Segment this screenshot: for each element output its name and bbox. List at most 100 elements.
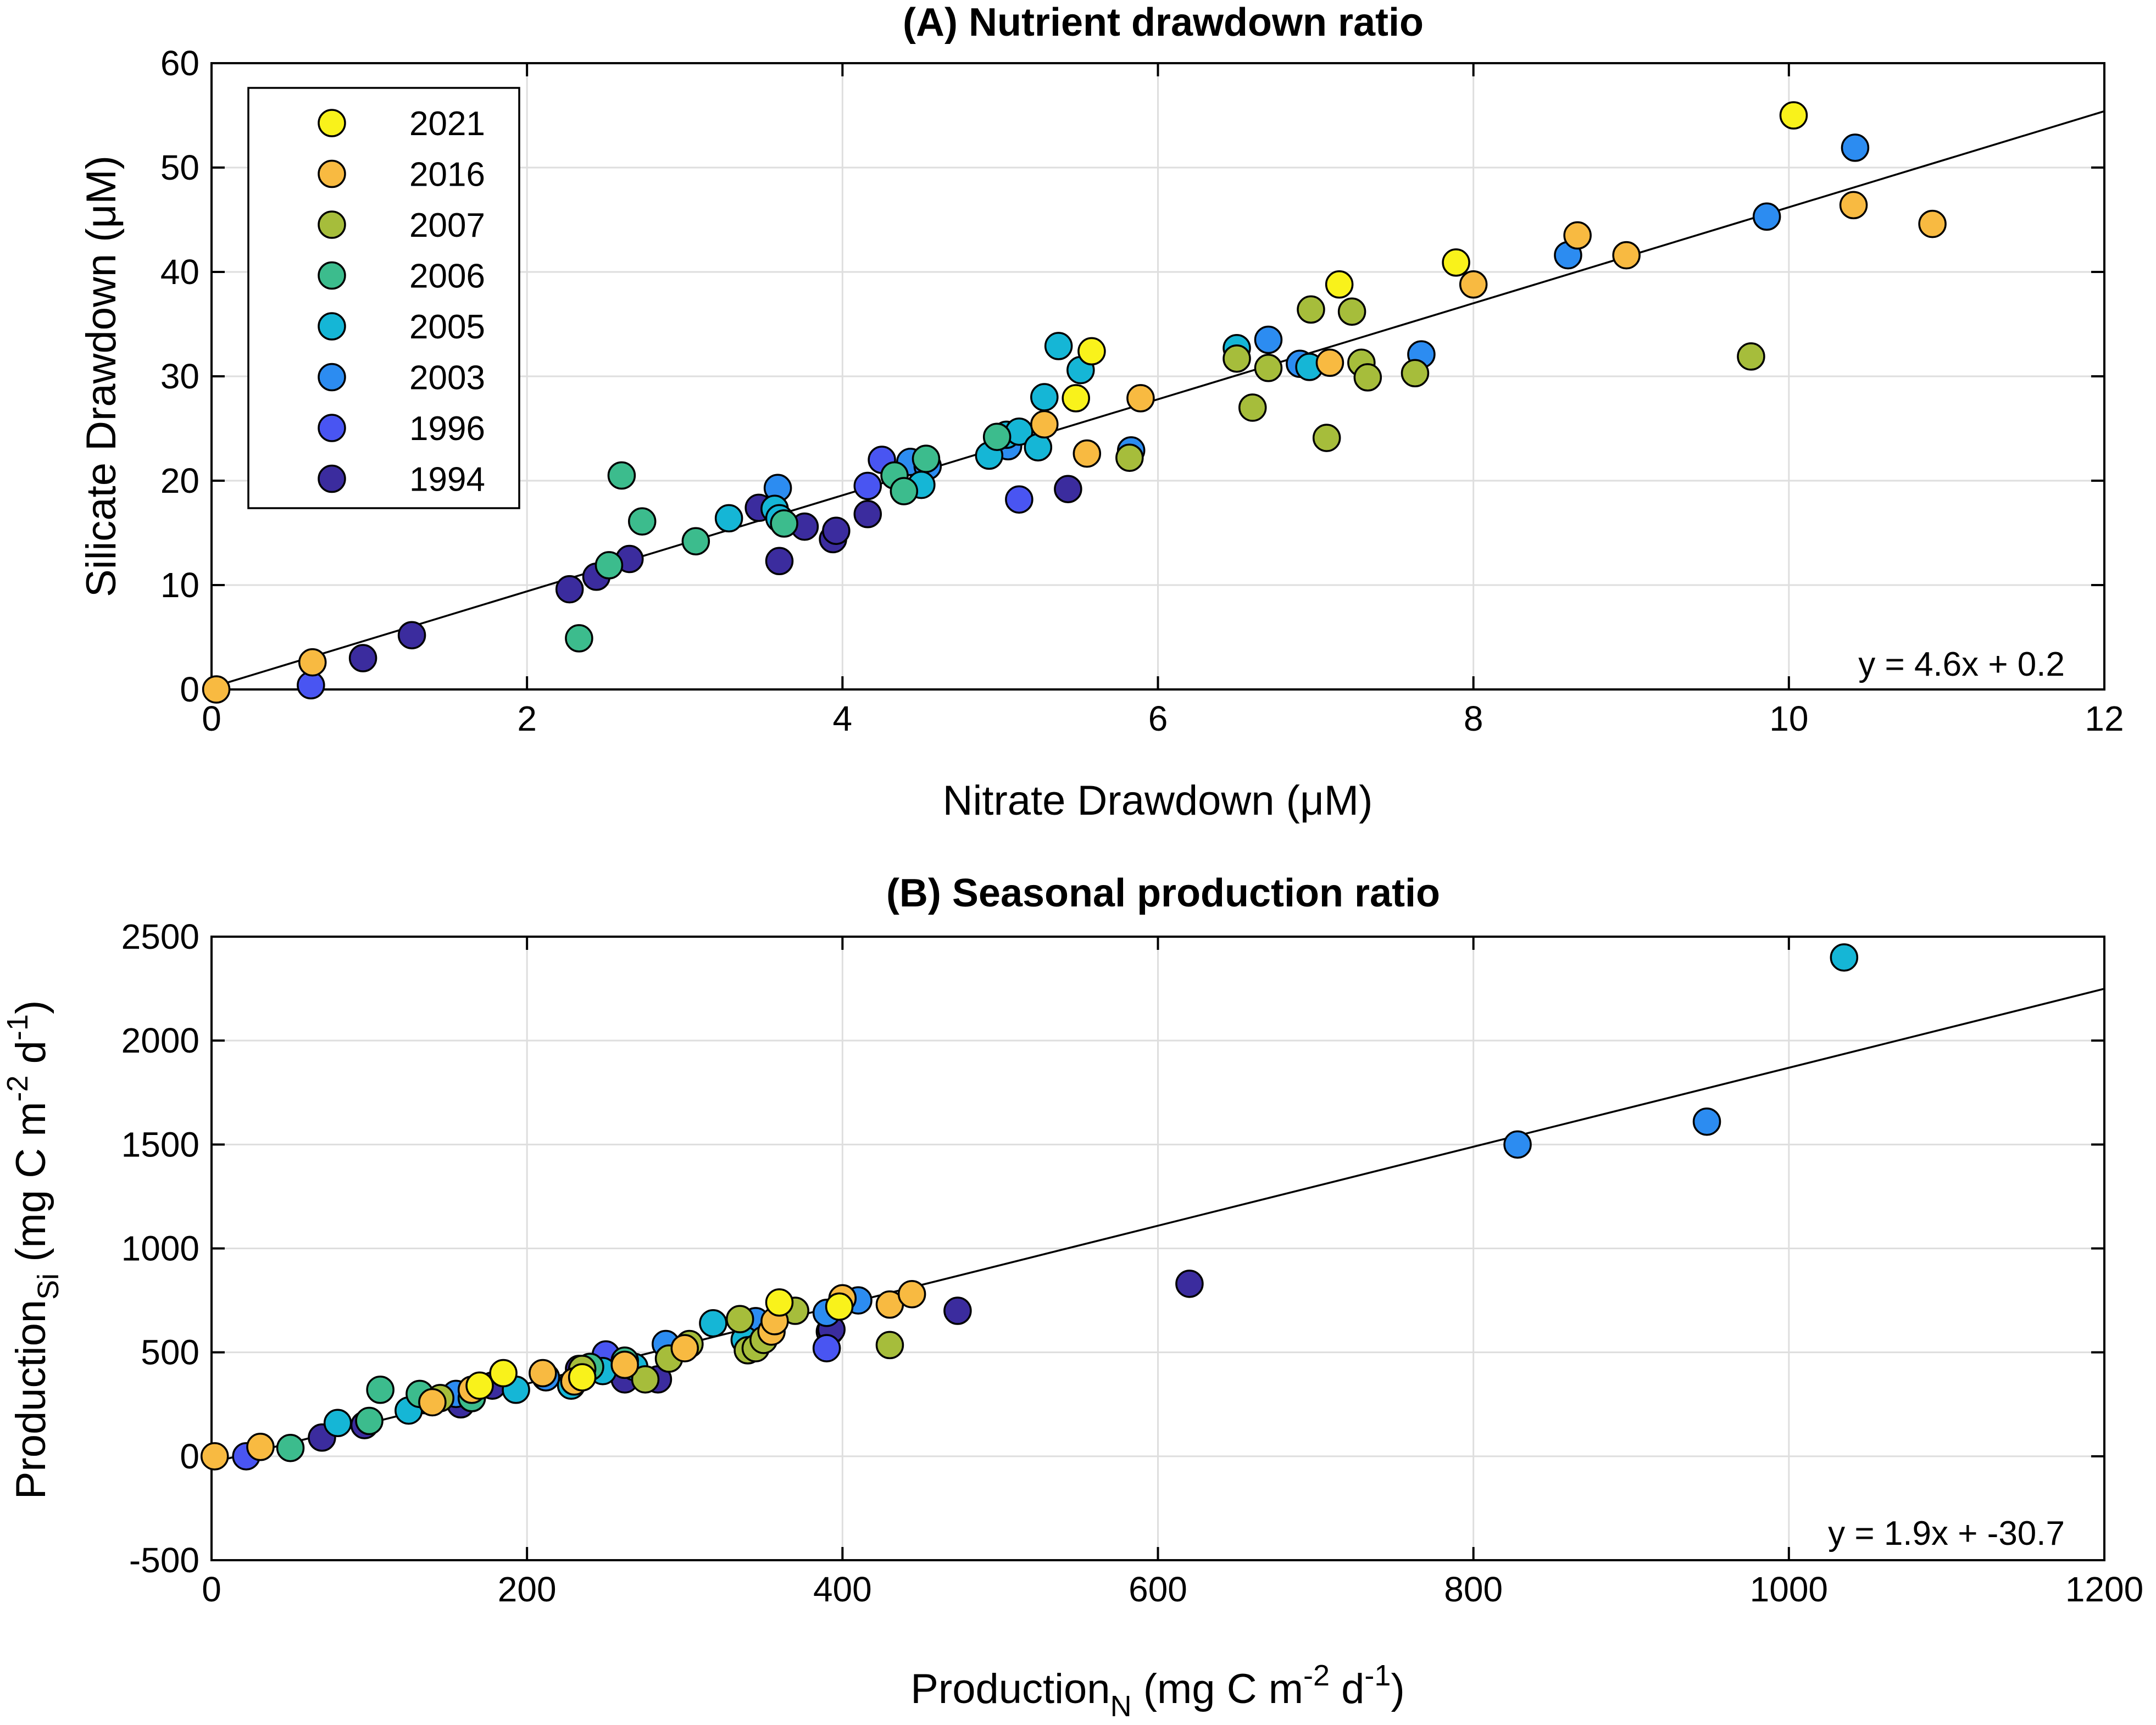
point-2005 [699,1309,727,1338]
x-tick-label: 600 [1129,1570,1187,1609]
point-2006 [594,551,624,580]
x-tick-label: 1000 [1750,1570,1828,1609]
point-2006 [681,527,710,555]
point-2016 [670,1334,699,1362]
point-1994 [397,621,426,649]
legend-marker-2003 [318,363,346,392]
x-tick-label: 800 [1444,1570,1503,1609]
legend-marker-2007 [318,210,346,239]
chart-a-fit-equation: y = 4.6x + 0.2 [1858,646,2065,683]
point-2021 [1062,384,1090,413]
point-2007 [1115,443,1144,472]
chart-a-xlabel: Nitrate Drawdown (μM) [943,777,1373,824]
x-tick-label: 10 [1769,699,1808,738]
y-tick-label: 30 [160,357,199,396]
point-2007 [1312,424,1341,452]
point-2016 [200,1442,229,1471]
chart-b-xlabel: ProductionN (mg C m-2 d-1) [910,1659,1405,1723]
point-2021 [765,1288,794,1317]
legend-marker-2021 [318,109,346,137]
y-tick-label: 2000 [121,1021,199,1060]
chart-a-ylabel: Silicate Drawdown (μM) [78,155,125,597]
chart-a: (A) Nutrient drawdown ratio 0 2 4 6 8 10 12 0 10… [78,1,2124,824]
point-2021 [1779,101,1808,130]
legend-items: 2021 2016 2007 2006 2005 2003 1996 1994 [318,105,485,499]
chart-b-ylabel: ProductionSi (mg C m-2 d-1) [1,1000,65,1500]
chart-a-grid [212,63,2104,689]
y-tick-label: 0 [180,1437,199,1476]
legend-box [247,87,520,509]
point-2007 [725,1305,754,1333]
point-2006 [627,507,657,536]
chart-b-title: (B) Seasonal production ratio [886,871,1440,915]
chart-b-ticks: 0 200 400 600 800 1000 1200-500050010001500200… [121,917,2144,1609]
x-tick-label: 2 [517,699,537,738]
point-2021 [489,1359,518,1388]
point-2006 [982,422,1012,451]
point-2007 [1297,295,1325,324]
point-2006 [607,461,636,490]
regression-line [211,110,2105,688]
legend-label-1994: 1994 [409,461,485,499]
point-2021 [1077,337,1106,366]
legend-label-2007: 2007 [409,207,485,244]
y-tick-label: -500 [129,1540,199,1580]
point-2016 [897,1279,926,1309]
y-tick-label: 500 [141,1333,199,1372]
point-2005 [1830,943,1859,972]
point-2007 [1401,359,1430,388]
chart-b-grid [212,937,2104,1560]
point-2003 [1254,325,1283,354]
chart-a-fit-line [211,110,2105,688]
point-2005 [714,504,743,533]
point-2006 [276,1433,305,1462]
point-2016 [1918,209,1947,238]
point-2003 [1752,202,1781,231]
y-tick-label: 20 [160,461,199,500]
point-2021 [1442,248,1470,277]
point-2016 [1030,410,1059,439]
point-2005 [1044,332,1073,360]
point-2016 [529,1359,557,1388]
point-2021 [465,1371,494,1400]
point-2003 [1503,1130,1532,1159]
point-2005 [1030,383,1059,411]
point-2007 [1254,354,1283,382]
point-2005 [323,1409,352,1438]
y-tick-label: 0 [180,670,199,709]
x-tick-label: 4 [833,699,853,738]
chart-a-ticks: 0 2 4 6 8 10 12 0 10 20 30 40 50 60 [160,43,2124,738]
legend-label-2003: 2003 [409,359,485,397]
legend-label-2006: 2006 [409,258,485,296]
point-2006 [366,1376,394,1404]
point-1994 [943,1296,972,1325]
chart-b-fit-equation: y = 1.9x + -30.7 [1828,1515,2065,1553]
point-2007 [1238,393,1267,422]
y-tick-label: 10 [160,565,199,605]
point-2016 [298,648,327,677]
point-2016 [1612,241,1641,270]
point-1994 [1054,475,1082,503]
point-2006 [912,444,941,473]
point-2021 [1325,270,1354,299]
point-1996 [1005,485,1033,514]
y-tick-label: 1000 [121,1229,199,1268]
point-2016 [1459,270,1488,299]
point-1994 [1175,1270,1204,1298]
point-2006 [565,624,593,653]
chart-a-legend: 2021 2016 2007 2006 2005 2003 1996 1994 [247,87,520,509]
y-tick-label: 60 [160,43,199,83]
legend-marker-2005 [318,312,346,341]
legend-label-2016: 2016 [409,156,485,194]
point-2016 [610,1350,639,1379]
point-2006 [890,477,919,505]
point-2006 [355,1406,384,1435]
point-1994 [555,575,584,604]
legend-label-2021: 2021 [409,105,485,143]
y-tick-label: 40 [160,252,199,292]
point-2007 [1223,344,1251,373]
x-tick-label: 400 [813,1570,872,1609]
point-2003 [1841,133,1870,162]
legend-label-1996: 1996 [409,410,485,448]
